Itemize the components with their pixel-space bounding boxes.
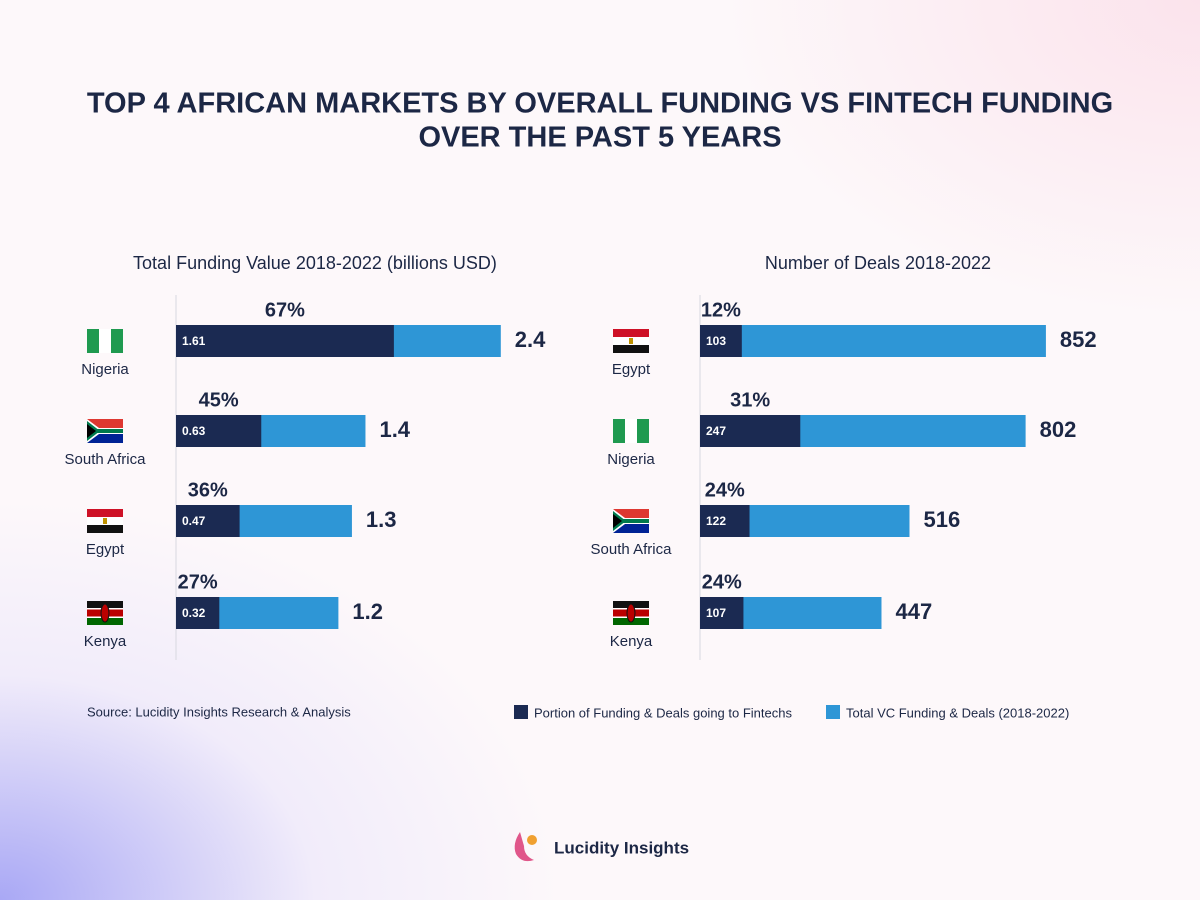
logo-icon [514, 832, 534, 862]
fintech-value-label: 107 [706, 606, 726, 620]
total-value-label: 852 [1060, 327, 1097, 352]
share-label: 36% [188, 479, 228, 501]
category-label: Egypt [612, 361, 651, 378]
flag [100, 603, 110, 623]
logo-icon [527, 835, 537, 845]
category-label: South Africa [65, 451, 147, 468]
fintech-value-label: 247 [706, 424, 726, 438]
total-value-label: 1.2 [352, 599, 383, 624]
title: OVER THE PAST 5 YEARS [418, 122, 781, 154]
fintech-bar [700, 597, 744, 629]
fintech-value-label: 103 [706, 334, 726, 348]
share-label: 45% [199, 389, 239, 411]
logo [514, 832, 537, 862]
total-value-label: 1.4 [379, 417, 410, 442]
flag [637, 419, 649, 443]
category-label: Kenya [84, 633, 127, 650]
fintech-bar [176, 505, 240, 537]
fintech-bar [700, 505, 750, 537]
fintech-bar [700, 325, 742, 357]
flag [613, 514, 622, 528]
share-label: 67% [265, 299, 305, 321]
share-label: 24% [702, 571, 742, 593]
legend-swatch [826, 705, 840, 719]
flag [623, 519, 649, 523]
title: TOP 4 AFRICAN MARKETS BY OVERALL FUNDING… [87, 88, 1113, 120]
category-label: Kenya [610, 633, 653, 650]
total-value-label: 447 [895, 599, 932, 624]
share-label: 31% [730, 389, 770, 411]
flag [99, 329, 111, 353]
fintech-value-label: 0.47 [182, 514, 206, 528]
chart-title: Number of Deals 2018-2022 [765, 253, 991, 273]
flag [97, 429, 123, 433]
fintech-bar [176, 415, 262, 447]
share-label: 24% [705, 479, 745, 501]
legend-label: Total VC Funding & Deals (2018-2022) [846, 705, 1069, 720]
category-label: Nigeria [607, 451, 655, 468]
category-label: Nigeria [81, 361, 129, 378]
fintech-bar [700, 415, 801, 447]
total-value-label: 516 [923, 507, 960, 532]
category-label: Egypt [86, 541, 125, 558]
total-value-label: 1.3 [366, 507, 397, 532]
flag [613, 345, 649, 353]
source: Source: Lucidity Insights Research & Ana… [87, 704, 351, 719]
fintech-value-label: 0.63 [182, 424, 206, 438]
brand: Lucidity Insights [554, 838, 689, 857]
legend-label: Portion of Funding & Deals going to Fint… [534, 705, 792, 720]
total-bar [700, 325, 1046, 357]
total-value-label: 802 [1040, 417, 1077, 442]
flag [613, 419, 625, 443]
share-label: 27% [178, 571, 218, 593]
category-label: South Africa [591, 541, 673, 558]
chart-title: Total Funding Value 2018-2022 (billions … [133, 253, 497, 273]
fintech-bar [176, 325, 394, 357]
flag [87, 525, 123, 533]
flag [613, 329, 649, 337]
flag [629, 338, 633, 344]
total-value-label: 2.4 [515, 327, 546, 352]
flag [103, 518, 107, 524]
flag [87, 329, 99, 353]
fintech-value-label: 122 [706, 514, 726, 528]
fintech-value-label: 1.61 [182, 334, 206, 348]
flag [87, 509, 123, 517]
flag [87, 424, 96, 438]
share-label: 12% [701, 299, 741, 321]
fintech-value-label: 0.32 [182, 606, 206, 620]
fintech-bar [176, 597, 220, 629]
flag [625, 419, 637, 443]
flag [626, 603, 636, 623]
legend-swatch [514, 705, 528, 719]
flag [111, 329, 123, 353]
